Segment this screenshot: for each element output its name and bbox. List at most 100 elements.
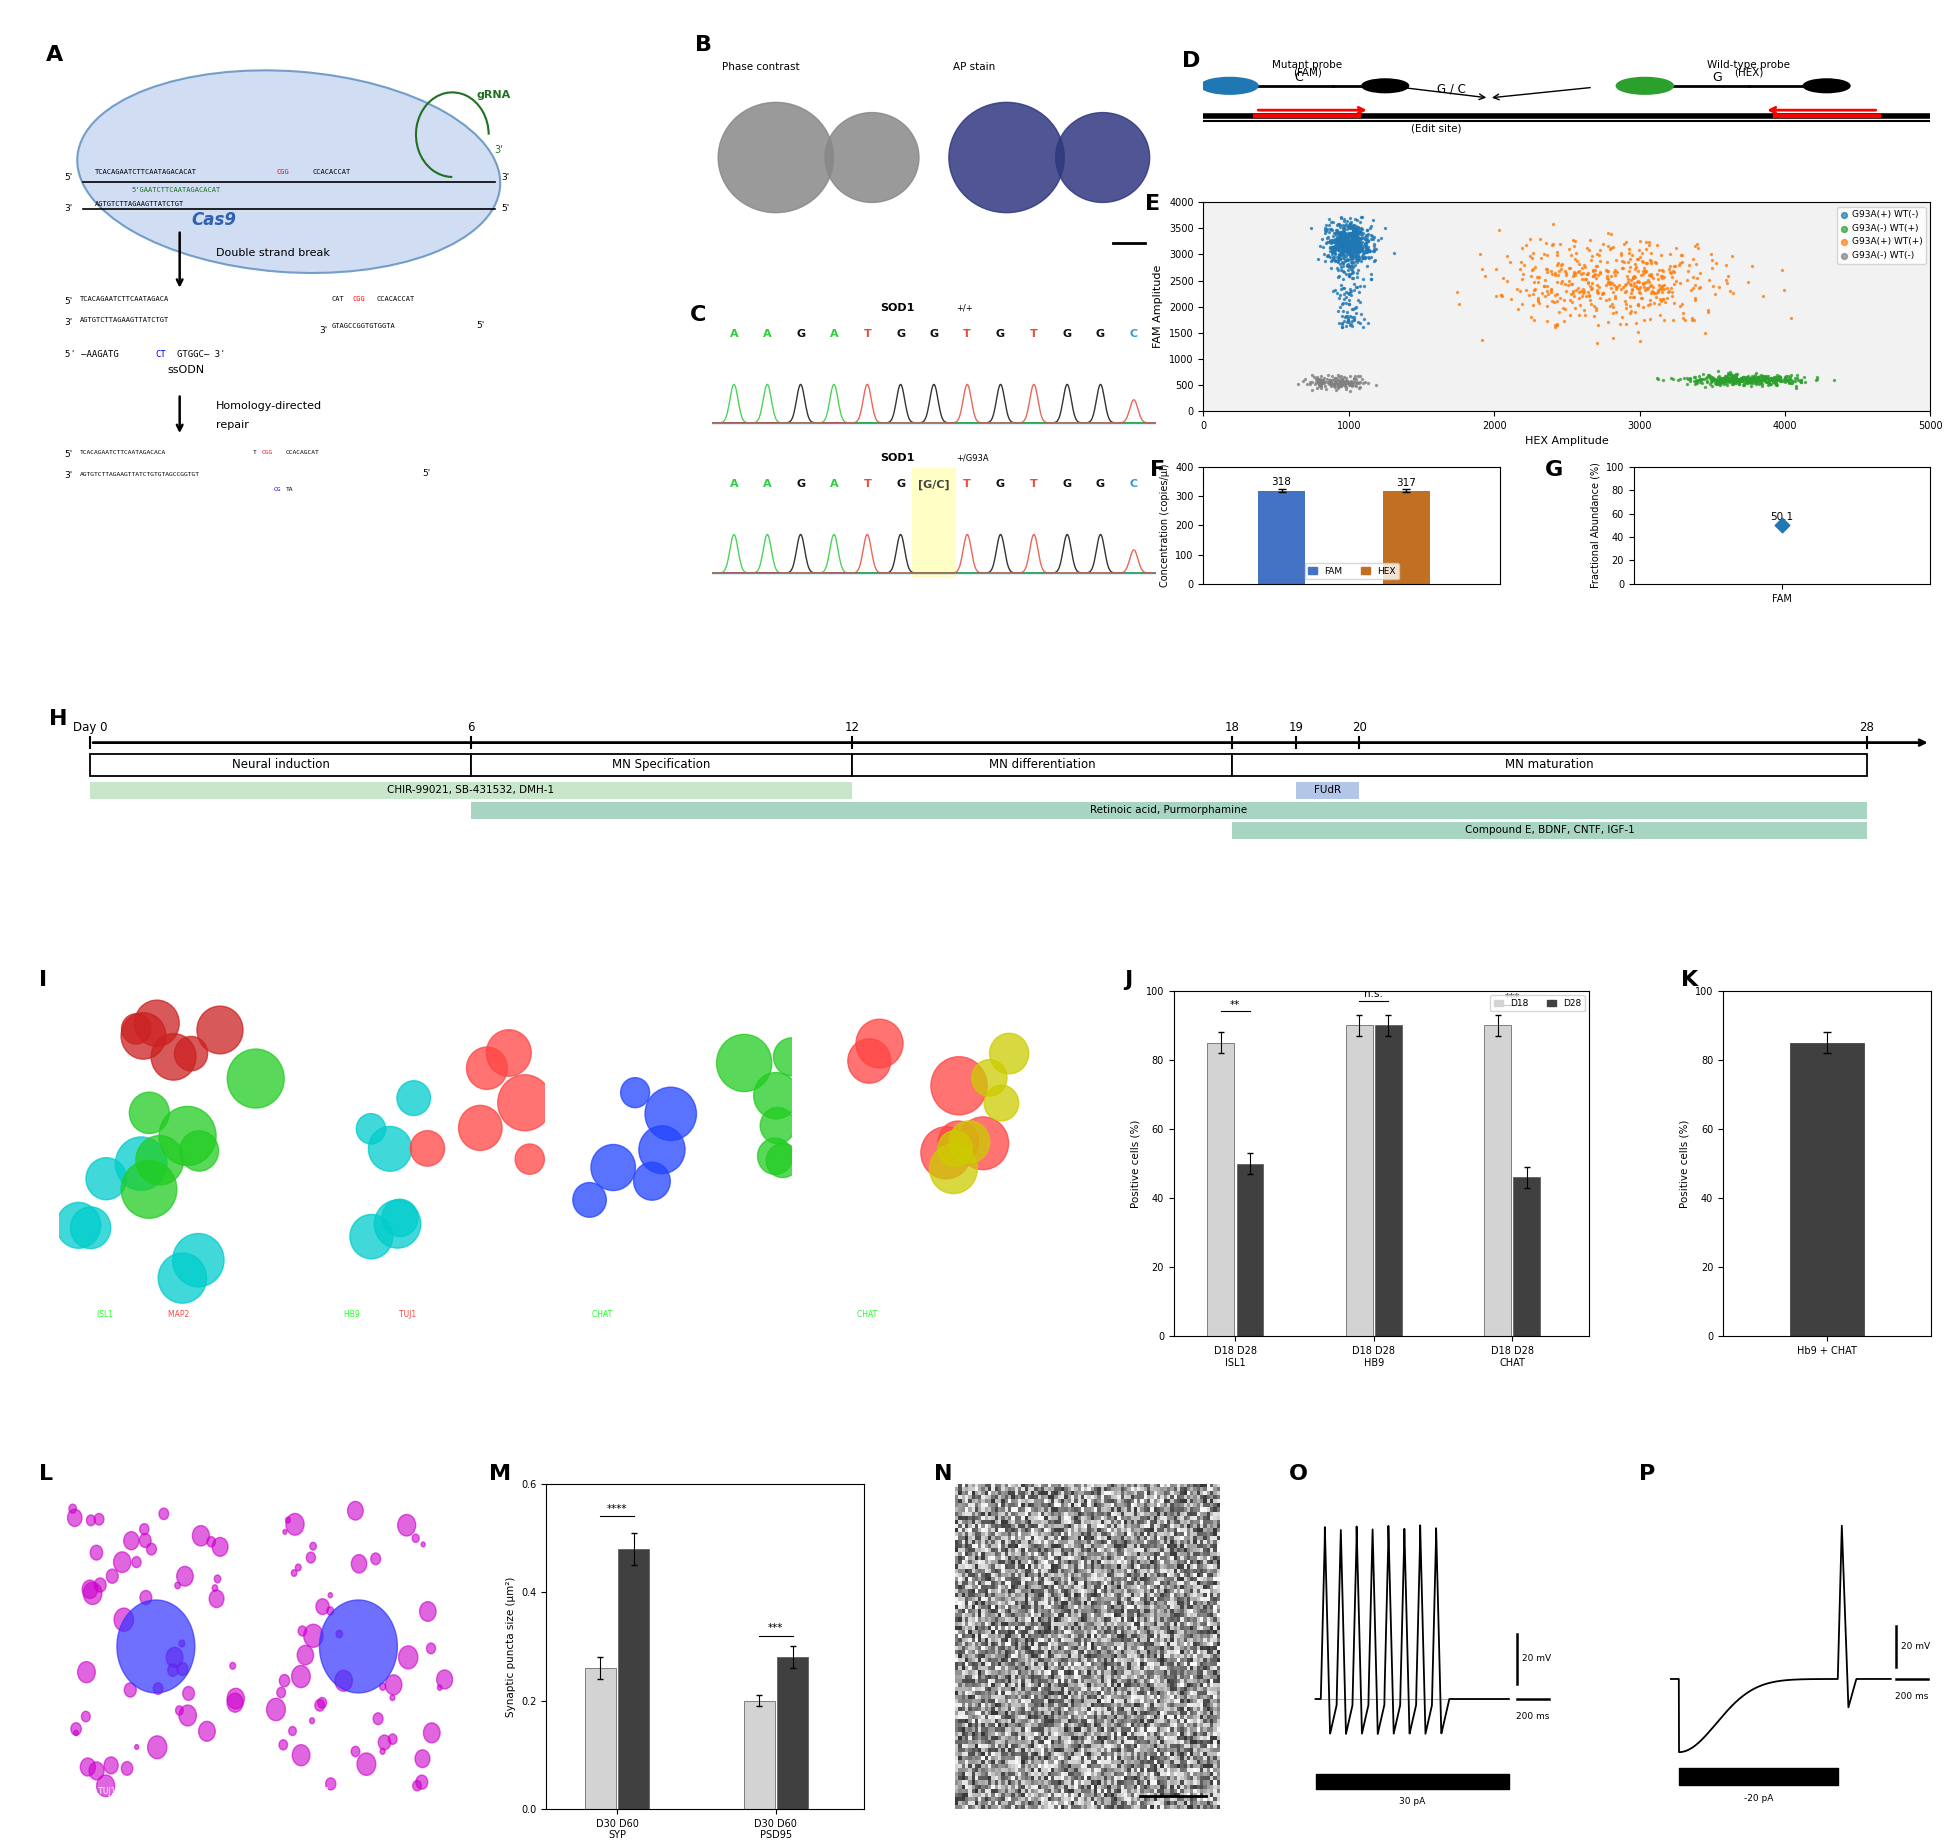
G93A(-) WT(+) bbox=[1722, 366, 1753, 395]
G93A(-) WT(+) bbox=[1712, 366, 1743, 395]
G93A(+) WT(+) bbox=[1613, 268, 1644, 297]
Text: HO PSD95 TUJ1: HO PSD95 TUJ1 bbox=[271, 1787, 330, 1796]
G93A(+) WT(-) bbox=[1340, 236, 1371, 266]
G93A(+) WT(+) bbox=[1542, 260, 1574, 290]
G93A(-) WT(+) bbox=[1673, 364, 1704, 393]
G93A(+) WT(+) bbox=[1620, 271, 1652, 301]
G93A(+) WT(+) bbox=[1443, 290, 1474, 319]
Circle shape bbox=[115, 1137, 168, 1191]
Circle shape bbox=[423, 1722, 441, 1743]
Circle shape bbox=[386, 1674, 402, 1695]
G93A(+) WT(-) bbox=[1336, 240, 1367, 270]
G93A(-) WT(+) bbox=[1743, 366, 1774, 395]
Circle shape bbox=[390, 1695, 394, 1700]
G93A(-) WT(-) bbox=[1322, 371, 1353, 401]
G93A(+) WT(-) bbox=[1326, 220, 1357, 249]
G93A(-) WT(-) bbox=[1336, 367, 1367, 397]
G93A(+) WT(+) bbox=[1515, 260, 1546, 290]
G93A(+) WT(+) bbox=[1644, 284, 1675, 314]
G93A(+) WT(+) bbox=[1611, 277, 1642, 306]
G93A(+) WT(+) bbox=[1531, 292, 1562, 321]
G93A(+) WT(-) bbox=[1328, 247, 1359, 277]
G93A(+) WT(-) bbox=[1330, 229, 1361, 258]
Text: G: G bbox=[996, 480, 1004, 489]
G93A(+) WT(+) bbox=[1683, 233, 1714, 262]
Text: HO: HO bbox=[306, 1311, 320, 1320]
G93A(-) WT(-) bbox=[1306, 367, 1338, 397]
G93A(+) WT(-) bbox=[1338, 238, 1369, 268]
G93A(+) WT(-) bbox=[1332, 207, 1363, 236]
G93A(+) WT(+) bbox=[1620, 253, 1652, 282]
G93A(+) WT(+) bbox=[1470, 262, 1502, 292]
G93A(+) WT(-) bbox=[1324, 201, 1355, 231]
G93A(-) WT(+) bbox=[1759, 364, 1790, 393]
G93A(-) WT(+) bbox=[1704, 364, 1736, 393]
G93A(+) WT(-) bbox=[1324, 222, 1355, 251]
G93A(+) WT(-) bbox=[1336, 312, 1367, 342]
G93A(+) WT(+) bbox=[1644, 271, 1675, 301]
G93A(+) WT(+) bbox=[1578, 301, 1609, 330]
G93A(+) WT(-) bbox=[1342, 225, 1373, 255]
G93A(+) WT(-) bbox=[1328, 242, 1359, 271]
G93A(-) WT(+) bbox=[1695, 369, 1726, 399]
G93A(-) WT(+) bbox=[1741, 358, 1773, 388]
G93A(-) WT(+) bbox=[1732, 364, 1763, 393]
G93A(+) WT(+) bbox=[1624, 273, 1656, 303]
G93A(+) WT(-) bbox=[1357, 236, 1388, 266]
G93A(-) WT(+) bbox=[1698, 364, 1730, 393]
G93A(+) WT(-) bbox=[1318, 277, 1349, 306]
G93A(-) WT(-) bbox=[1314, 369, 1346, 399]
G93A(+) WT(-) bbox=[1338, 218, 1369, 247]
G93A(-) WT(+) bbox=[1786, 366, 1817, 395]
G93A(+) WT(+) bbox=[1648, 273, 1679, 303]
G93A(+) WT(-) bbox=[1340, 238, 1371, 268]
G93A(+) WT(+) bbox=[1640, 279, 1671, 308]
G93A(+) WT(-) bbox=[1334, 229, 1365, 258]
G93A(-) WT(+) bbox=[1714, 367, 1745, 397]
G93A(+) WT(-) bbox=[1328, 234, 1359, 264]
G93A(+) WT(+) bbox=[1546, 266, 1578, 295]
G93A(+) WT(+) bbox=[1656, 273, 1687, 303]
G93A(+) WT(-) bbox=[1330, 231, 1361, 260]
G93A(-) WT(+) bbox=[1714, 366, 1745, 395]
Circle shape bbox=[267, 1698, 285, 1720]
G93A(-) WT(+) bbox=[1720, 358, 1751, 388]
G93A(+) WT(-) bbox=[1334, 229, 1365, 258]
G93A(-) WT(+) bbox=[1755, 369, 1786, 399]
G93A(+) WT(-) bbox=[1328, 240, 1359, 270]
G93A(+) WT(-) bbox=[1330, 225, 1361, 255]
G93A(+) WT(+) bbox=[1572, 258, 1603, 288]
G93A(+) WT(-) bbox=[1306, 223, 1338, 253]
G93A(+) WT(-) bbox=[1326, 222, 1357, 251]
G93A(-) WT(+) bbox=[1716, 366, 1747, 395]
G93A(+) WT(-) bbox=[1342, 262, 1373, 292]
G93A(+) WT(-) bbox=[1308, 233, 1340, 262]
G93A(+) WT(+) bbox=[1646, 277, 1677, 306]
G93A(-) WT(+) bbox=[1710, 362, 1741, 391]
G93A(+) WT(+) bbox=[1581, 251, 1613, 281]
G93A(+) WT(-) bbox=[1324, 229, 1355, 258]
G93A(+) WT(+) bbox=[1607, 303, 1638, 332]
G93A(+) WT(-) bbox=[1344, 288, 1375, 318]
G93A(+) WT(+) bbox=[1529, 271, 1560, 301]
G93A(+) WT(+) bbox=[1640, 247, 1671, 277]
Text: CGG: CGG bbox=[277, 170, 289, 175]
G93A(+) WT(+) bbox=[1593, 218, 1624, 247]
G93A(+) WT(+) bbox=[1593, 268, 1624, 297]
Circle shape bbox=[279, 1674, 291, 1687]
Text: AGTGTCTTAGAAGTTATCTGTGTAGCCGGTGT: AGTGTCTTAGAAGTTATCTGTGTAGCCGGTGT bbox=[80, 471, 199, 476]
G93A(+) WT(-) bbox=[1332, 246, 1363, 275]
G93A(+) WT(-) bbox=[1328, 244, 1359, 273]
G93A(+) WT(+) bbox=[1591, 284, 1622, 314]
G93A(+) WT(-) bbox=[1334, 310, 1365, 340]
Text: 5': 5' bbox=[476, 321, 486, 330]
G93A(+) WT(+) bbox=[1658, 277, 1689, 306]
G93A(+) WT(-) bbox=[1328, 284, 1359, 314]
G93A(+) WT(-) bbox=[1349, 305, 1381, 334]
G93A(+) WT(-) bbox=[1322, 229, 1353, 258]
G93A(-) WT(+) bbox=[1749, 366, 1780, 395]
G93A(+) WT(-) bbox=[1320, 229, 1351, 258]
G93A(-) WT(-) bbox=[1305, 371, 1336, 401]
G93A(+) WT(-) bbox=[1342, 229, 1373, 258]
Circle shape bbox=[930, 1056, 987, 1115]
